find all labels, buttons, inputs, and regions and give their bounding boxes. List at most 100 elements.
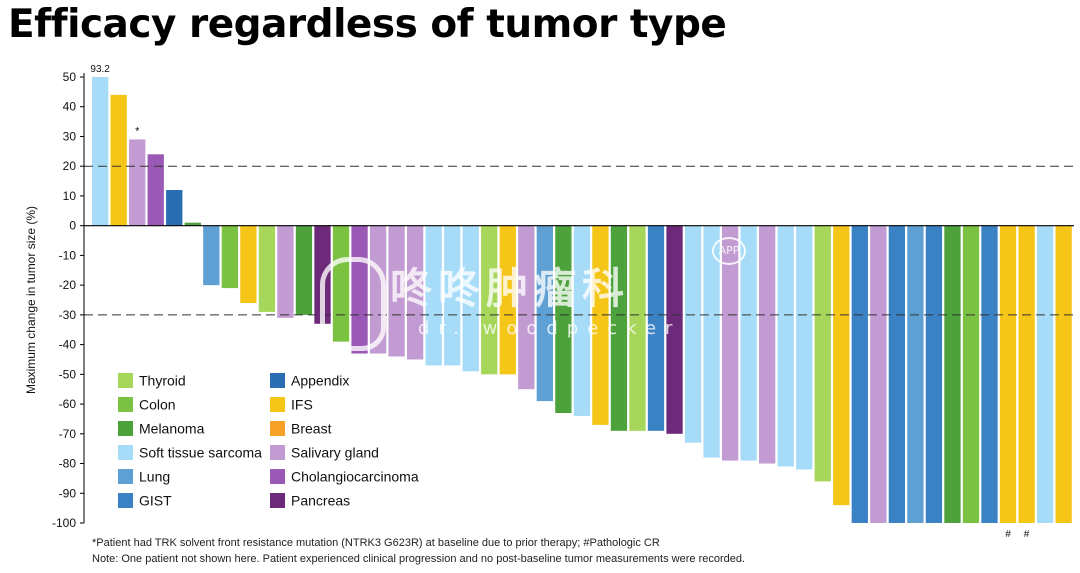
bar [573, 225, 591, 416]
bar [629, 225, 646, 431]
bar [518, 225, 535, 390]
bar [759, 225, 776, 464]
legend-swatch [270, 493, 285, 508]
bar [462, 225, 479, 372]
bar [221, 225, 238, 289]
y-tick-label: 10 [63, 189, 77, 203]
bar [907, 225, 924, 524]
legend-label: Breast [291, 421, 332, 437]
legend-swatch [270, 397, 285, 412]
legend-swatch [270, 421, 285, 436]
bar [110, 94, 127, 226]
y-tick-label: -50 [59, 367, 77, 381]
legend-label: Appendix [291, 373, 349, 389]
bar [425, 225, 442, 366]
bar [721, 225, 739, 461]
y-tick-label: -90 [59, 486, 77, 500]
reference-lines [84, 165, 1074, 316]
page-title: Efficacy regardless of tumor type [8, 2, 727, 47]
legend-swatch [118, 469, 133, 484]
bar [536, 225, 553, 402]
bar [314, 225, 331, 324]
y-tick-label: 50 [63, 70, 77, 84]
y-tick-label: -70 [59, 427, 77, 441]
bar [684, 225, 702, 443]
bar-data-label: # [1024, 529, 1030, 540]
bar-data-label: * [135, 125, 140, 137]
bar [499, 225, 516, 375]
legend-label: Lung [139, 469, 170, 485]
bar [999, 225, 1017, 524]
y-tick-label: -40 [59, 338, 77, 352]
legend-swatch [118, 421, 133, 436]
legend-label: GIST [139, 493, 172, 509]
bar [962, 225, 980, 524]
legend-label: IFS [291, 397, 313, 413]
y-tick-label: -80 [59, 457, 77, 471]
legend-swatch [118, 493, 133, 508]
bar [129, 139, 146, 226]
bar [1036, 225, 1054, 524]
y-tick-label: -20 [59, 278, 77, 292]
footnote-1: *Patient had TRK solvent front resistanc… [92, 537, 660, 549]
bar [555, 225, 572, 413]
bar [277, 225, 294, 318]
bar [92, 77, 109, 226]
legend-label: Pancreas [291, 493, 350, 509]
bar [184, 222, 201, 226]
legend-label: Salivary gland [291, 445, 379, 461]
bar [833, 225, 850, 506]
bar-data-label: 93.2 [90, 64, 110, 75]
bar [147, 154, 164, 226]
bar [388, 225, 405, 357]
bar [981, 225, 998, 524]
legend-label: Soft tissue sarcoma [139, 445, 262, 461]
bar [295, 225, 313, 315]
bar [777, 225, 794, 467]
y-axis-title: Maximum change in tumor size (%) [24, 206, 38, 394]
bar [814, 225, 831, 482]
legend: Thyroid Appendix Colon IFS Melanoma Breast Sof… [118, 373, 419, 509]
bar [203, 225, 220, 286]
legend-label: Melanoma [139, 421, 205, 437]
y-tick-label: -30 [59, 308, 77, 322]
bar [444, 225, 461, 366]
legend-swatch [270, 469, 285, 484]
y-axis: 50 40 30 20 10 0 -10 -20 -30 -40 -50 -60 -70 -80 -90 -1… [24, 70, 1074, 530]
legend-swatch [270, 373, 285, 388]
legend-label: Cholangiocarcinoma [291, 469, 419, 485]
bar [925, 225, 943, 524]
legend-swatch [118, 373, 133, 388]
legend-swatch [118, 397, 133, 412]
bar [369, 225, 387, 354]
bar [888, 225, 906, 524]
bar [592, 225, 609, 425]
bar [666, 225, 683, 434]
legend-label: Colon [139, 397, 176, 413]
y-tick-label: 30 [63, 129, 77, 143]
legend-label: Thyroid [139, 373, 186, 389]
bar [406, 225, 424, 360]
legend-swatch [270, 445, 285, 460]
bar [1055, 225, 1072, 524]
bar [870, 225, 887, 524]
bar [740, 225, 757, 461]
y-tick-label: 20 [63, 159, 77, 173]
y-tick-label: 0 [69, 219, 76, 233]
bar [1018, 225, 1035, 524]
bar [258, 225, 276, 312]
bar [481, 225, 498, 375]
bars-layer [92, 77, 1072, 524]
bar [944, 225, 961, 524]
y-tick-label: 40 [63, 100, 77, 114]
y-tick-label: -60 [59, 397, 77, 411]
bar [851, 225, 868, 524]
bar [796, 225, 813, 470]
bar [647, 225, 665, 431]
bar [166, 189, 183, 226]
y-tick-label: -10 [59, 248, 77, 262]
bar [703, 225, 720, 458]
bar [351, 225, 368, 354]
y-tick-label: -100 [52, 516, 76, 530]
